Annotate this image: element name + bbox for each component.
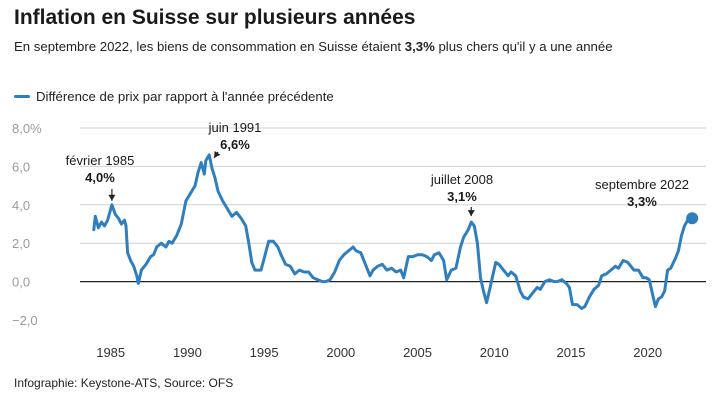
- annotation-value: 6,6%: [220, 137, 250, 152]
- annotation-label: juin 1991: [208, 120, 262, 135]
- y-tick-label: 2,0: [12, 236, 30, 251]
- latest-value-dot: [686, 212, 699, 225]
- subtitle-text-post: plus chers qu'il y a une année: [434, 39, 613, 54]
- annotation-value: 3,3%: [627, 194, 657, 209]
- chart-subtitle: En septembre 2022, les biens de consomma…: [14, 38, 714, 55]
- annotation-value: 3,1%: [447, 189, 477, 204]
- x-tick-label: 2015: [557, 345, 586, 360]
- x-tick-label: 1995: [250, 345, 279, 360]
- legend-label: Différence de prix par rapport à l'année…: [36, 89, 334, 104]
- annotation-label: juillet 2008: [430, 172, 493, 187]
- annotation-arrow-head: [108, 194, 116, 201]
- y-tick-label: 8,0%: [12, 121, 42, 136]
- subtitle-highlight: 3,3%: [404, 39, 435, 54]
- annotation-label: février 1985: [66, 153, 135, 168]
- annotation-value: 4,0%: [85, 170, 115, 185]
- y-tick-label: 6,0: [12, 159, 30, 174]
- y-tick-label: 0,0: [12, 275, 30, 290]
- subtitle-text-pre: En septembre 2022, les biens de consomma…: [14, 39, 405, 54]
- x-tick-label: 2005: [403, 345, 432, 360]
- y-tick-label: 4,0: [12, 198, 30, 213]
- source-credit: Infographie: Keystone-ATS, Source: OFS: [14, 376, 234, 390]
- x-tick-label: 1985: [96, 345, 125, 360]
- annotation-arrow-head: [467, 210, 475, 217]
- legend-swatch: [14, 95, 30, 98]
- y-tick-label: −2,0: [12, 313, 38, 328]
- x-tick-label: 1990: [173, 345, 202, 360]
- annotation-arrow-head: [214, 150, 221, 158]
- x-tick-label: 2010: [480, 345, 509, 360]
- chart-title: Inflation en Suisse sur plusieurs années: [14, 6, 416, 29]
- x-tick-label: 2000: [326, 345, 355, 360]
- inflation-series-line: [92, 153, 694, 310]
- x-tick-label: 2020: [633, 345, 662, 360]
- annotation-label: septembre 2022: [595, 177, 689, 192]
- chart-legend: Différence de prix par rapport à l'année…: [14, 89, 334, 104]
